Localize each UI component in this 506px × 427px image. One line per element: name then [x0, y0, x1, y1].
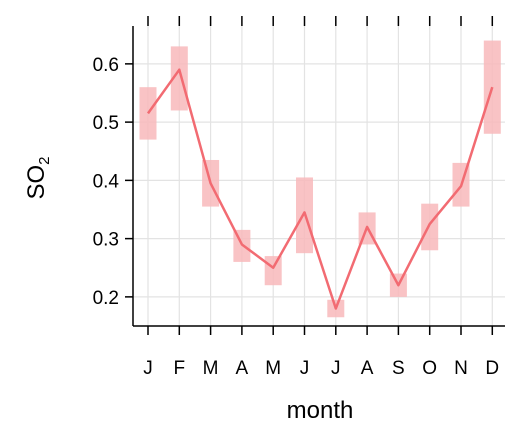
x-tick-label-1: J	[143, 358, 153, 379]
x-tick-label-5: M	[265, 358, 281, 379]
x-tick-label-2: F	[173, 358, 185, 379]
x-tick-label-4: A	[236, 358, 249, 379]
series-line	[146, 68, 494, 310]
y-axis-title-subscript: 2	[36, 156, 53, 164]
confidence-band-2	[170, 46, 188, 111]
y-axis-title-main: SO	[23, 165, 50, 200]
tick-labels: 0.20.30.40.50.6J F M A M J J A S O N D	[93, 55, 500, 379]
x-tick-label-11: N	[454, 358, 468, 379]
confidence-band-12	[483, 40, 501, 134]
x-tick-label-7: J	[331, 358, 341, 379]
y-axis-title: SO2	[23, 156, 53, 199]
y-tick-label-5: 0.6	[93, 55, 119, 76]
x-tick-label-10: O	[422, 358, 437, 379]
y-tick-label-1: 0.2	[93, 288, 119, 309]
axes	[125, 16, 505, 335]
x-tick-label-8: A	[361, 358, 374, 379]
x-tick-label-3: M	[203, 358, 219, 379]
gridlines	[133, 26, 505, 326]
confidence-bands	[139, 40, 501, 318]
series-line-layer	[146, 68, 494, 310]
y-tick-label-3: 0.4	[93, 171, 120, 192]
confidence-band-5	[264, 256, 282, 286]
y-tick-label-2: 0.3	[93, 230, 119, 251]
x-tick-label-6: J	[300, 358, 310, 379]
confidence-band-10	[421, 203, 439, 251]
y-tick-label-4: 0.5	[93, 113, 119, 134]
x-tick-label-12: D	[485, 358, 499, 379]
x-tick-label-9: S	[392, 358, 405, 379]
x-axis-title: month	[287, 397, 354, 424]
